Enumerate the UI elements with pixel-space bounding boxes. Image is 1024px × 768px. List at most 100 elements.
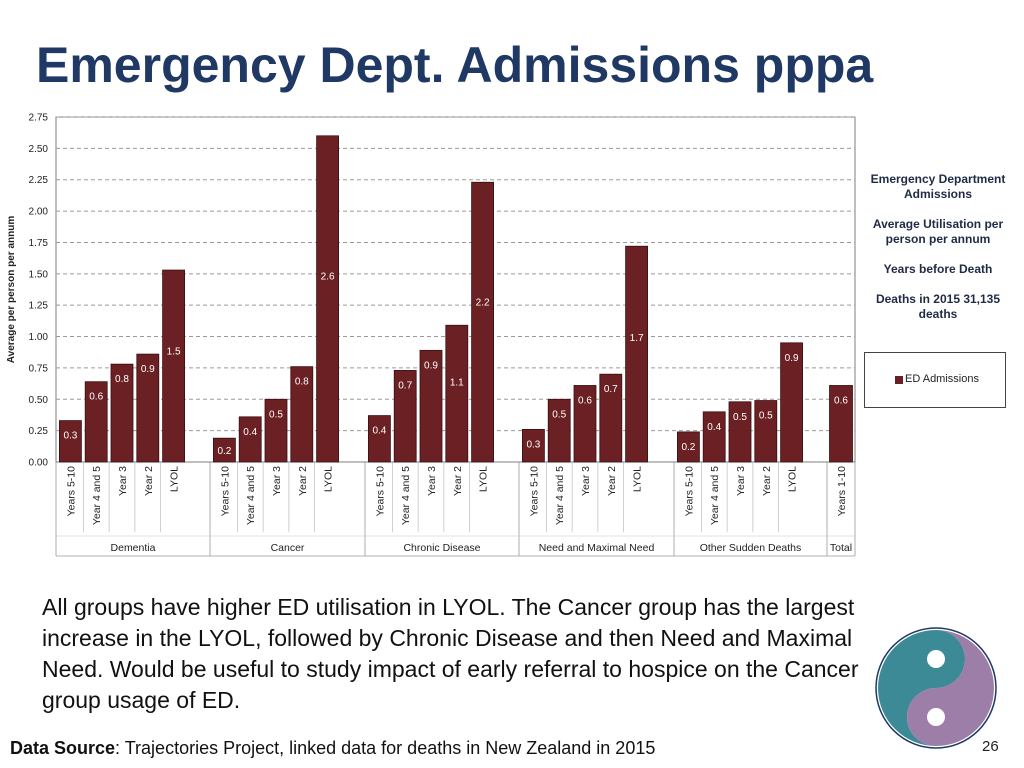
category-label: Years 5-10 (65, 466, 77, 517)
category-label: Year 3 (735, 466, 747, 496)
legend-heading: Emergency Department Admissions (870, 172, 1006, 201)
data-source-text: : Trajectories Project, linked data for … (115, 738, 656, 758)
bar (677, 431, 700, 463)
group-label: Dementia (111, 542, 156, 554)
data-label: 0.5 (552, 409, 566, 420)
bar (136, 353, 160, 463)
summary-text: All groups have higher ED utilisation in… (42, 594, 859, 713)
bar (702, 411, 726, 463)
bar (547, 398, 571, 463)
y-tick-label: 1.75 (29, 238, 49, 249)
category-label: LYOL (632, 466, 644, 492)
category-label: Year 3 (580, 466, 592, 496)
group-label: Other Sudden Deaths (700, 542, 802, 554)
y-tick-label: 2.50 (29, 144, 49, 155)
category-label: Year 4 and 5 (554, 466, 566, 525)
data-label: 0.7 (604, 384, 618, 395)
koru-logo (875, 627, 997, 749)
category-label: Year 3 (426, 466, 438, 496)
y-tick-label: 0.00 (29, 458, 49, 469)
data-label: 0.3 (526, 439, 540, 450)
category-label: Years 5-10 (528, 466, 540, 517)
data-label: 0.3 (63, 431, 77, 442)
bar (445, 324, 469, 463)
data-label: 0.4 (372, 426, 386, 437)
bar (212, 437, 236, 463)
category-label: Year 4 and 5 (400, 466, 412, 525)
data-label: 0.5 (269, 409, 283, 420)
y-tick-label: 2.25 (29, 175, 49, 186)
category-label: LYOL (478, 466, 490, 492)
data-label: 0.6 (834, 395, 848, 406)
data-label: 0.9 (141, 364, 155, 375)
category-label: Year 4 and 5 (91, 466, 103, 525)
bar (780, 342, 803, 463)
bar (728, 401, 752, 463)
data-label: 0.9 (424, 360, 438, 371)
category-label: Years 5-10 (683, 466, 695, 517)
data-label: 0.2 (681, 442, 695, 453)
data-label: 1.1 (450, 377, 464, 388)
page-number: 26 (982, 738, 999, 755)
legend-description: Emergency Department Admissions Average … (862, 172, 1014, 337)
y-axis-label: Average per person per annum (6, 216, 17, 364)
data-label: 2.2 (476, 297, 490, 308)
data-label: 0.4 (707, 422, 721, 433)
group-label: Cancer (271, 542, 305, 554)
data-label: 0.5 (759, 411, 773, 422)
bar (599, 373, 623, 463)
bar (367, 415, 391, 463)
bar (471, 181, 495, 463)
data-source-label: Data Source (10, 738, 116, 758)
bar (162, 269, 186, 463)
category-label: Year 4 and 5 (709, 466, 721, 525)
category-label: Year 2 (452, 466, 464, 496)
category-label: Years 5-10 (219, 466, 231, 517)
bar (419, 349, 443, 463)
data-label: 0.5 (733, 412, 747, 423)
legend-axis-note: Years before Death (883, 262, 993, 276)
bar (573, 385, 597, 463)
bar (393, 370, 417, 463)
y-tick-label: 2.75 (29, 113, 49, 124)
chart-legend: ED Admissions (864, 352, 1006, 408)
y-tick-label: 1.25 (29, 301, 49, 312)
y-tick-label: 1.50 (29, 269, 49, 280)
bar (625, 245, 648, 463)
y-tick-label: 0.75 (29, 363, 49, 374)
data-label: 1.5 (167, 347, 181, 358)
category-label: LYOL (323, 466, 335, 492)
category-label: LYOL (787, 466, 799, 492)
category-label: Year 2 (143, 466, 155, 496)
data-label: 0.4 (243, 427, 257, 438)
category-label: Years 5-10 (374, 466, 386, 517)
bar (829, 385, 853, 463)
data-label: 0.2 (217, 446, 231, 457)
slide-title: Emergency Dept. Admissions pppa (36, 37, 874, 93)
category-label: Year 3 (117, 466, 129, 496)
legend-series-label: ED Admissions (905, 373, 979, 385)
y-tick-label: 2.00 (29, 207, 49, 218)
category-label: Year 3 (271, 466, 283, 496)
legend-swatch (895, 376, 903, 384)
legend-measure: Average Utilisation per person per annum (872, 217, 1004, 246)
group-label: Chronic Disease (403, 542, 480, 554)
category-label: Year 2 (606, 466, 618, 496)
data-label: 0.9 (785, 353, 799, 364)
category-label: LYOL (169, 466, 181, 492)
data-label: 0.8 (115, 374, 129, 385)
y-tick-label: 0.50 (29, 395, 49, 406)
category-label: Year 2 (297, 466, 309, 496)
bar (110, 363, 134, 463)
data-source-footer: Data Source: Trajectories Project, linke… (10, 738, 655, 759)
bar (290, 366, 314, 463)
category-label: Year 4 and 5 (245, 466, 257, 525)
bar (316, 135, 340, 463)
legend-population: Deaths in 2015 31,135 deaths (875, 292, 1001, 321)
bar-chart: 0.3 0.6 0.8 0.9 1.5 0.2 0.4 0.5 0.8 2.6 0.4 0.7 0.9 1… (6, 113, 856, 557)
logo-eye-top (927, 650, 945, 668)
data-label: 0.6 (578, 395, 592, 406)
category-label: Year 2 (761, 466, 773, 496)
bar (754, 400, 778, 463)
data-label: 0.8 (295, 377, 309, 388)
